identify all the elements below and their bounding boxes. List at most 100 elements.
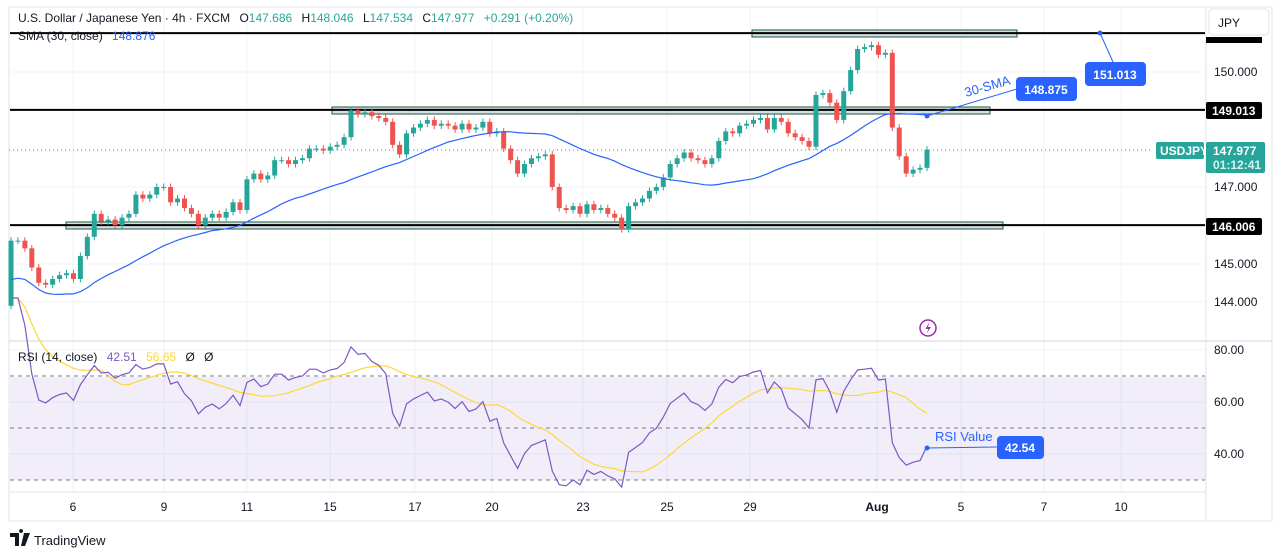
lightning-icon[interactable] bbox=[919, 319, 937, 337]
candle bbox=[841, 87, 847, 124]
horizontal-levels[interactable] bbox=[10, 32, 1205, 227]
candle bbox=[709, 154, 715, 168]
candle-body bbox=[57, 275, 63, 279]
candle bbox=[792, 129, 798, 141]
candle-body bbox=[508, 148, 514, 161]
callout-sma[interactable] bbox=[1016, 77, 1077, 101]
candle bbox=[320, 145, 326, 155]
candle bbox=[397, 141, 403, 158]
candle-body bbox=[126, 213, 132, 218]
candle bbox=[896, 124, 902, 160]
candle-body bbox=[452, 125, 458, 130]
candle-body bbox=[910, 169, 916, 174]
candle bbox=[639, 195, 645, 206]
candle bbox=[862, 43, 868, 53]
rsi-line[interactable] bbox=[11, 297, 928, 489]
candle-body bbox=[341, 137, 347, 145]
candle bbox=[459, 120, 465, 133]
rsi-tick: 60.00 bbox=[1214, 395, 1244, 409]
candle bbox=[466, 120, 472, 133]
candle-body bbox=[584, 204, 590, 214]
candle-body bbox=[744, 123, 750, 126]
rsi-callout[interactable] bbox=[997, 436, 1044, 459]
candle bbox=[438, 120, 444, 130]
callout-anchor-sma[interactable] bbox=[924, 113, 930, 119]
time-axis[interactable]: 6 9 11 15 17 20 23 25 29 Aug 5 7 10 bbox=[70, 500, 1128, 514]
tradingview-logo[interactable]: TradingView bbox=[10, 529, 106, 548]
candle-body bbox=[716, 140, 722, 159]
candle-body bbox=[299, 158, 305, 161]
candle bbox=[77, 252, 83, 283]
rsi-band bbox=[10, 377, 1206, 480]
candle bbox=[528, 154, 534, 168]
date-tick: 11 bbox=[241, 500, 254, 514]
candle-body bbox=[334, 144, 340, 147]
candle-body bbox=[868, 45, 874, 48]
candle bbox=[341, 133, 347, 149]
candle-body bbox=[827, 93, 833, 103]
rsi-ma-line[interactable] bbox=[11, 297, 928, 473]
rsi-extra-1: Ø bbox=[185, 350, 194, 364]
candle-body bbox=[133, 194, 139, 214]
candle-body bbox=[348, 110, 354, 138]
candle-body bbox=[626, 206, 632, 230]
candle-body bbox=[320, 148, 326, 151]
date-tick: 23 bbox=[576, 500, 590, 514]
candle bbox=[813, 91, 819, 151]
candle-body bbox=[646, 190, 652, 199]
candle-body bbox=[903, 156, 909, 174]
rsi-callout-anchor[interactable] bbox=[924, 445, 930, 451]
callout-151[interactable] bbox=[1085, 62, 1146, 86]
candle bbox=[612, 210, 618, 222]
candle-body bbox=[369, 112, 375, 117]
candle bbox=[882, 49, 888, 59]
candles bbox=[8, 41, 930, 310]
rsi-ma-value: 56.65 bbox=[146, 350, 176, 364]
candle-body bbox=[216, 213, 222, 218]
candle-body bbox=[730, 131, 736, 134]
sma-legend[interactable]: SMA (30, close) 148.876 bbox=[18, 29, 156, 43]
tradingview-logo-icon bbox=[10, 529, 24, 546]
close-label: C bbox=[422, 11, 431, 25]
candle-body bbox=[501, 131, 507, 149]
callout-151-text: 151.013 bbox=[1093, 68, 1137, 82]
sma-line[interactable] bbox=[10, 112, 928, 296]
candle bbox=[674, 154, 680, 168]
rsi-value: 42.51 bbox=[107, 350, 137, 364]
candle-body bbox=[653, 186, 659, 191]
candle bbox=[22, 237, 28, 252]
candle-body bbox=[195, 213, 201, 226]
currency-button[interactable] bbox=[1208, 8, 1270, 36]
candle bbox=[369, 108, 375, 120]
candle-body bbox=[98, 213, 104, 222]
candle bbox=[258, 170, 264, 183]
candle bbox=[265, 172, 271, 183]
candle-body bbox=[91, 213, 97, 237]
candle bbox=[112, 216, 118, 229]
candle bbox=[417, 120, 423, 132]
candle bbox=[806, 137, 812, 151]
candle-body bbox=[230, 202, 236, 212]
candle-body bbox=[820, 93, 826, 95]
candle-body bbox=[64, 273, 70, 276]
rsi-legend[interactable]: RSI (14, close) 42.51 56.65 Ø Ø bbox=[18, 350, 213, 364]
candle-body bbox=[660, 177, 666, 187]
candle-body bbox=[258, 173, 264, 180]
rsi-annotation-text[interactable]: RSI Value bbox=[935, 429, 993, 444]
candle bbox=[910, 166, 916, 178]
level-tag-146 bbox=[1206, 218, 1262, 235]
callout-anchor-151[interactable] bbox=[1097, 30, 1103, 36]
price-tick: 144.000 bbox=[1214, 295, 1258, 309]
candle bbox=[15, 237, 21, 245]
candle bbox=[175, 195, 181, 206]
candle bbox=[626, 202, 632, 233]
candle bbox=[834, 99, 840, 124]
candle bbox=[57, 271, 63, 283]
date-tick: 5 bbox=[958, 500, 965, 514]
candle-body bbox=[417, 123, 423, 128]
candle-body bbox=[50, 278, 56, 285]
candle bbox=[279, 156, 285, 164]
candle bbox=[633, 198, 639, 210]
candle-body bbox=[445, 123, 451, 126]
